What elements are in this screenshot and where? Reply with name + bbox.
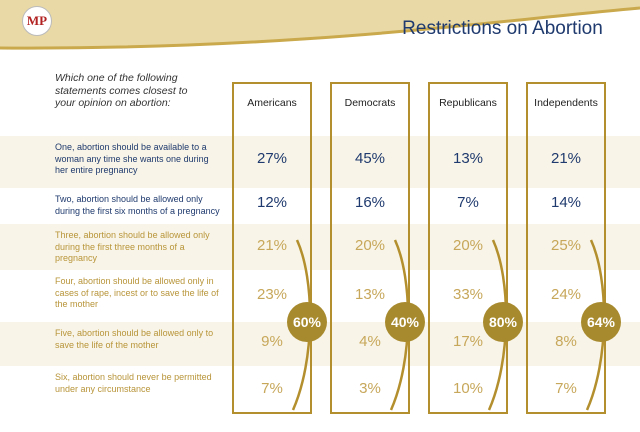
header-band bbox=[0, 0, 640, 50]
value: 13% bbox=[452, 150, 484, 167]
total-bubble: 60% bbox=[287, 302, 327, 342]
column-header: Independents bbox=[534, 97, 598, 109]
value: 20% bbox=[354, 237, 386, 254]
value: 3% bbox=[359, 380, 381, 397]
value: 7% bbox=[261, 380, 283, 397]
column-box bbox=[232, 82, 312, 414]
statement: Four, abortion should be allowed only in… bbox=[55, 276, 219, 309]
value: 10% bbox=[452, 380, 484, 397]
statement: One, abortion should be available to a w… bbox=[55, 142, 209, 175]
value: 21% bbox=[256, 237, 288, 254]
total-bubble: 64% bbox=[581, 302, 621, 342]
column-header: Republicans bbox=[439, 97, 497, 109]
total-bubble: 40% bbox=[385, 302, 425, 342]
row-stripe bbox=[0, 224, 640, 270]
value: 16% bbox=[354, 194, 386, 211]
value: 20% bbox=[452, 237, 484, 254]
statement: Six, abortion should never be permitted … bbox=[55, 372, 212, 394]
value: 7% bbox=[457, 194, 479, 211]
value: 14% bbox=[550, 194, 582, 211]
question: Which one of the following statements co… bbox=[55, 72, 188, 109]
value: 23% bbox=[256, 286, 288, 303]
value: 33% bbox=[452, 286, 484, 303]
value: 17% bbox=[452, 333, 484, 350]
value: 9% bbox=[261, 333, 283, 350]
column-header: Democrats bbox=[344, 97, 396, 109]
statement: Three, abortion should be allowed only d… bbox=[55, 230, 210, 263]
statement: Two, abortion should be allowed only dur… bbox=[55, 194, 220, 216]
column-box bbox=[526, 82, 606, 414]
value: 27% bbox=[256, 150, 288, 167]
column-box bbox=[428, 82, 508, 414]
row-stripe bbox=[0, 136, 640, 188]
value: 13% bbox=[354, 286, 386, 303]
value: 21% bbox=[550, 150, 582, 167]
value: 24% bbox=[550, 286, 582, 303]
column-box bbox=[330, 82, 410, 414]
value: 4% bbox=[359, 333, 381, 350]
statement: Five, abortion should be allowed only to… bbox=[55, 328, 214, 350]
value: 45% bbox=[354, 150, 386, 167]
title: Restrictions on Abortion bbox=[402, 18, 603, 39]
total-bubble: 80% bbox=[483, 302, 523, 342]
logo: MP bbox=[22, 6, 52, 36]
value: 12% bbox=[256, 194, 288, 211]
value: 8% bbox=[555, 333, 577, 350]
value: 25% bbox=[550, 237, 582, 254]
value: 7% bbox=[555, 380, 577, 397]
column-header: Americans bbox=[247, 97, 297, 109]
